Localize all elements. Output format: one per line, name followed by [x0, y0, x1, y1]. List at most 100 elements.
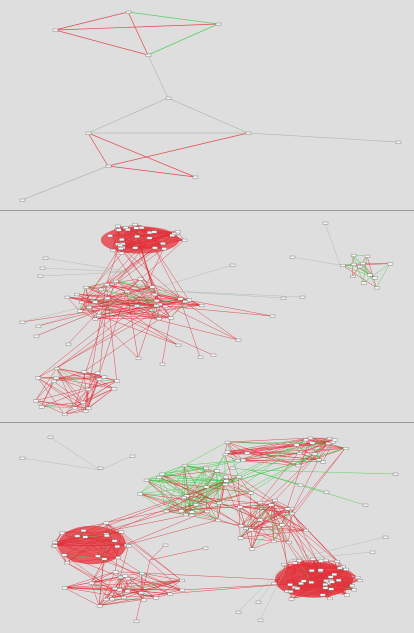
node [159, 362, 166, 366]
edge [105, 522, 183, 591]
node [322, 586, 329, 590]
node [162, 543, 169, 547]
node [322, 583, 328, 586]
edge [290, 573, 334, 600]
edge [85, 287, 157, 301]
node [92, 300, 98, 304]
node [257, 501, 264, 504]
edge [54, 23, 219, 31]
edge [84, 536, 142, 574]
edge [290, 581, 311, 592]
node [149, 285, 156, 289]
edge [136, 236, 160, 305]
edge [85, 287, 90, 308]
node [327, 575, 334, 579]
edge [298, 560, 332, 582]
node [234, 459, 241, 463]
node [115, 224, 121, 228]
node [133, 226, 139, 230]
edge [49, 436, 101, 471]
node [71, 406, 78, 410]
edge [107, 165, 196, 178]
node [322, 221, 329, 225]
node [156, 317, 162, 321]
edge [226, 442, 239, 477]
edge [147, 54, 169, 99]
edge [112, 250, 159, 319]
node [183, 513, 189, 517]
edge [294, 560, 321, 563]
node [287, 583, 293, 587]
edge [35, 380, 54, 401]
edge [151, 286, 202, 306]
edge [100, 234, 172, 290]
edge [331, 581, 352, 586]
edge [352, 255, 370, 275]
node [19, 456, 26, 460]
node [229, 466, 236, 470]
edge [82, 530, 129, 546]
edge [56, 367, 117, 381]
edge [283, 564, 340, 569]
node [97, 466, 104, 470]
node [188, 513, 195, 517]
edge [239, 502, 261, 538]
node [124, 290, 131, 294]
edge [122, 243, 155, 248]
edge [87, 291, 128, 409]
edge [84, 535, 107, 537]
edge [296, 587, 325, 589]
node [350, 275, 356, 278]
edge [225, 476, 292, 514]
node [37, 274, 44, 278]
node [92, 317, 99, 321]
node [118, 530, 125, 534]
edge [63, 554, 124, 598]
node [325, 441, 332, 445]
edge [121, 231, 154, 248]
edge [224, 448, 346, 485]
edge [149, 264, 233, 291]
edge [85, 284, 107, 288]
node [151, 230, 158, 234]
edge [180, 465, 185, 511]
node [183, 494, 190, 498]
edge [66, 562, 124, 598]
edge [115, 280, 189, 301]
node [257, 618, 264, 622]
edge [106, 278, 141, 285]
edge [352, 255, 364, 283]
edge [239, 506, 261, 520]
node [82, 535, 89, 539]
edge [115, 280, 185, 302]
node [337, 566, 343, 570]
node [331, 572, 337, 576]
node [116, 228, 122, 232]
edge [167, 97, 249, 134]
edge [35, 400, 75, 408]
edge [206, 453, 315, 512]
node [395, 140, 402, 144]
edge [80, 301, 139, 359]
edge [283, 564, 326, 588]
node [145, 53, 152, 57]
node [229, 263, 236, 267]
edge [139, 493, 207, 512]
node [369, 550, 376, 554]
node [192, 175, 199, 179]
node [269, 314, 276, 318]
node [319, 593, 326, 597]
edge [97, 511, 207, 557]
node [47, 435, 54, 439]
edge [66, 296, 273, 317]
node [334, 559, 341, 563]
node [244, 451, 250, 455]
edge [127, 11, 149, 56]
node [134, 235, 140, 238]
node [153, 304, 160, 308]
node [272, 498, 278, 502]
edge [84, 536, 115, 541]
edge [126, 291, 139, 359]
